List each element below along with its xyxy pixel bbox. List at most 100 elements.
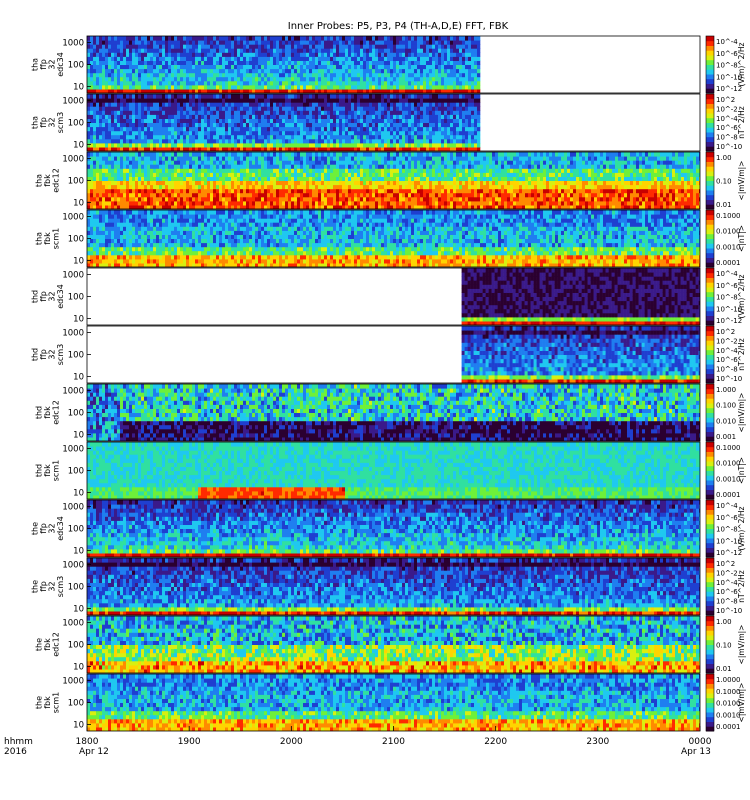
colorbar-tick-label: 10^-4	[716, 115, 738, 123]
colorbar-tick-label: 0.100	[716, 402, 736, 410]
y-tick-label: 10	[73, 604, 84, 614]
colorbar-unit-label: (V/m)^2/Hz	[737, 506, 746, 550]
spectrogram-image	[87, 558, 700, 615]
x-axis-start-date: Apr 12	[79, 747, 109, 757]
panel-label: thd	[30, 290, 39, 303]
panel-label: the	[35, 696, 44, 709]
spectrogram-image	[87, 94, 481, 151]
colorbar-tick-label: 10^-12	[716, 85, 742, 93]
spectrogram-image	[87, 384, 700, 441]
y-tick-label: 1000	[62, 619, 84, 629]
colorbar-tick-label: 10^-8	[716, 598, 738, 606]
colorbar-tick-label: 10^-2	[716, 337, 738, 345]
panel-label: tha	[30, 58, 39, 71]
y-tick-label: 100	[68, 583, 84, 593]
colorbar-tick-label: 0.0100	[716, 460, 741, 468]
colorbar-unit-label: (V/m)^2/Hz	[737, 274, 746, 318]
panel-label: scm1	[52, 692, 61, 713]
panel-label: fbk	[43, 406, 52, 419]
colorbar-tick-label: 10^-10	[716, 537, 742, 545]
y-tick-label: 10	[73, 430, 84, 440]
y-tick-label: 1000	[62, 561, 84, 571]
colorbar-tick-label: 0.10	[716, 178, 732, 186]
colorbar-tick-label: 10^2	[716, 96, 735, 104]
x-tick-label: 0000	[689, 737, 712, 747]
colorbar-tick-label: 10^-12	[716, 317, 742, 325]
panel-tha-fbk-edc12: 1000 100 10 tha fbk edc12 1.00 0.10 0.01 <|mV/m|>	[35, 151, 746, 210]
y-tick-label: 10	[73, 546, 84, 556]
panel-label: 32	[47, 117, 56, 127]
y-tick-label: 100	[68, 525, 84, 535]
y-tick-label: 100	[68, 293, 84, 303]
colorbar-tick-label: 0.0001	[716, 259, 741, 267]
colorbar-unit-label: nT^2/Hz	[737, 106, 746, 139]
spectrogram-image	[461, 326, 700, 383]
colorbar: 10^210^-2 10^-410^-6 10^-810^-10 nT^2/Hz	[705, 557, 746, 616]
y-tick-label: 10	[73, 314, 84, 324]
panel-label: ffp	[39, 581, 48, 592]
panel-label: edc34	[56, 516, 65, 541]
colorbar-tick-label: 0.0100	[716, 228, 741, 236]
x-axis-label-hhmm: hhmm	[4, 737, 33, 747]
colorbar-tick-label: 10^-6	[716, 514, 738, 522]
spectrogram-image	[87, 616, 700, 673]
colorbar-tick-label: 10^-6	[716, 50, 738, 58]
colorbar-tick-label: 1.0000	[716, 676, 741, 684]
panel-label: fbk	[43, 696, 52, 709]
panel-the-fbk-edc12: 1000 100 10 the fbk edc12 1.00 0.10 0.01 <|mV/m|>	[35, 615, 746, 674]
colorbar-tick-label: 0.1000	[716, 444, 741, 452]
panel-label: 32	[47, 59, 56, 69]
panel-label: thd	[35, 464, 44, 477]
panel-label: scm3	[56, 576, 65, 597]
colorbar: 0.1000 0.0100 0.0010 0.0001 <|nT|>	[705, 209, 746, 268]
panel-thd-fbk-edc12: 1000 100 10 thd fbk edc12 1.000 0.100 0.010 0.001…	[35, 383, 746, 442]
colorbar: 0.1000 0.0100 0.0010 0.0001 <|nT|>	[705, 441, 746, 500]
panel-label: fbk	[43, 232, 52, 245]
colorbar: 10^210^-2 10^-410^-6 10^-810^-10 nT^2/Hz	[705, 93, 746, 152]
panel-label: fbk	[43, 174, 52, 187]
panel-label: ffp	[39, 291, 48, 302]
x-axis-label-year: 2016	[4, 747, 27, 757]
colorbar: 1.000 0.100 0.010 0.001<|mV/m|>	[705, 383, 746, 442]
colorbar: 1.0000 0.1000 0.0100 0.0010 0.0001<|mV/m|>	[705, 673, 746, 732]
x-axis-end-date: Apr 13	[681, 747, 711, 757]
colorbar-tick-label: 10^2	[716, 560, 735, 568]
colorbar-tick-label: 10^-4	[716, 38, 738, 46]
x-tick-label: 2000	[280, 737, 303, 747]
colorbar-tick-label: 10^-10	[716, 73, 742, 81]
x-tick-label: 2200	[484, 737, 507, 747]
panel-the-fbk-scm1: 1000 100 10 the fbk scm1 1.0000 0.1000 0.0100 0.0…	[35, 673, 746, 732]
colorbar-tick-label: 10^-6	[716, 356, 738, 364]
colorbar-tick-label: 10^-4	[716, 579, 738, 587]
spectrogram-image	[87, 674, 700, 731]
colorbar-tick-label: 10^-8	[716, 294, 738, 302]
colorbar-tick-label: 10^2	[716, 328, 735, 336]
colorbar-unit-label: (V/m)^2/Hz	[737, 42, 746, 86]
y-tick-label: 1000	[62, 155, 84, 165]
colorbar-tick-label: 0.0001	[716, 491, 741, 499]
colorbar-tick-label: 0.1000	[716, 688, 741, 696]
y-tick-label: 100	[68, 235, 84, 245]
x-axis: hhmm 2016 Apr 12 Apr 13 1800 1900 2000 2100…	[4, 726, 712, 757]
chart-title: Inner Probes: P5, P3, P4 (TH-A,D,E) FFT,…	[288, 21, 509, 32]
colorbar: 1.00 0.10 0.01 <|mV/m|>	[705, 151, 746, 210]
colorbar-tick-label: 0.10	[716, 642, 732, 650]
colorbar-tick-label: 10^-6	[716, 282, 738, 290]
y-tick-label: 100	[68, 351, 84, 361]
colorbar-tick-label: 10^-4	[716, 502, 738, 510]
colorbar-tick-label: 10^-10	[716, 375, 742, 383]
colorbar-unit-label: <|nT|>	[737, 225, 746, 252]
y-tick-label: 10	[73, 720, 84, 730]
colorbar-unit-label: <|mV/m|>	[737, 625, 746, 665]
colorbar-tick-label: 10^-6	[716, 124, 738, 132]
colorbar-tick-label: 10^-10	[716, 607, 742, 615]
spectrogram-image	[461, 268, 700, 325]
y-tick-label: 1000	[62, 677, 84, 687]
y-tick-label: 100	[68, 177, 84, 187]
panel-label: the	[30, 522, 39, 535]
